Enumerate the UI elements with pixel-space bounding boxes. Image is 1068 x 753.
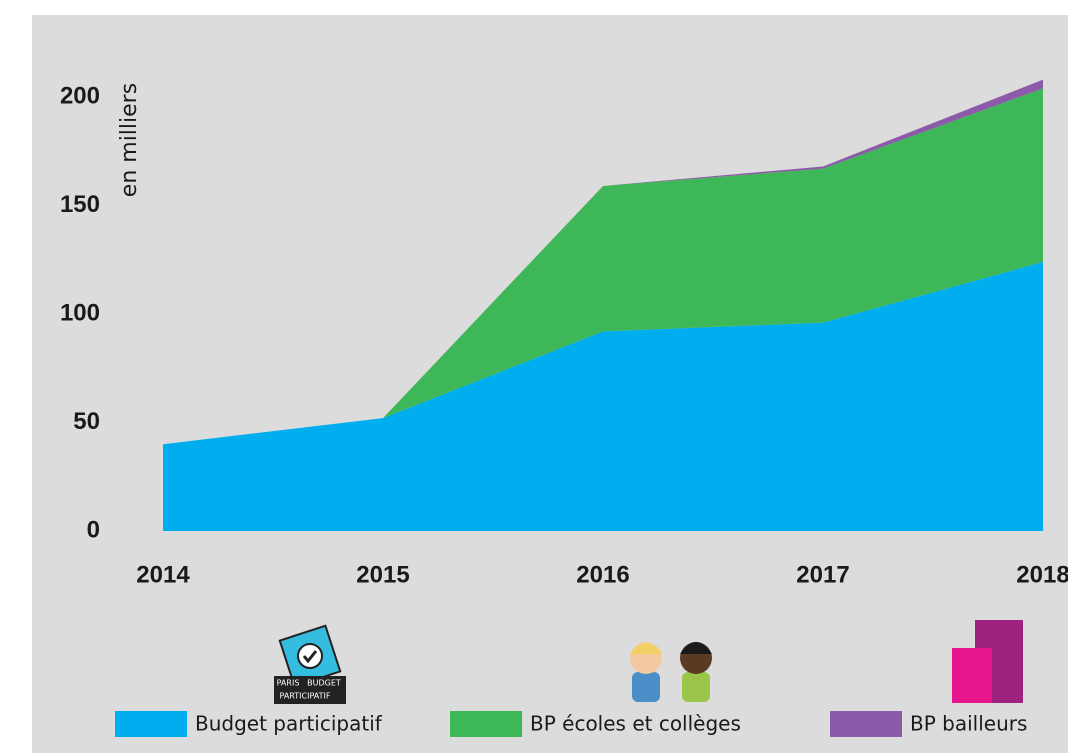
legend-swatch (115, 711, 187, 737)
legend: Budget participatif BP écoles et collèges… (115, 711, 1027, 737)
legend-label: BP bailleurs (910, 712, 1027, 736)
page: {"chart_data": {"type": "stacked-area", … (0, 0, 1068, 753)
icon-text: BUDGET (307, 679, 341, 688)
y-tick-label: 200 (60, 82, 100, 109)
x-tick-label: 2015 (356, 561, 409, 588)
y-tick-label: 0 (87, 516, 100, 543)
legend-swatch (830, 711, 902, 737)
y-tick-label: 150 (60, 191, 100, 218)
legend-label: Budget participatif (195, 712, 383, 736)
x-tick-label: 2016 (576, 561, 629, 588)
x-tick-label: 2018 (1016, 561, 1068, 588)
legend-label: BP écoles et collèges (530, 712, 741, 736)
x-tick-label: 2017 (796, 561, 849, 588)
chart: en milliers PARIS BUDGET PARTICIPATIF Bu… (0, 0, 1068, 753)
icon-text: PARIS (277, 679, 300, 688)
y-tick-label: 100 (60, 299, 100, 326)
legend-swatch (450, 711, 522, 737)
icon-text: PARTICIPATIF (280, 692, 331, 701)
y-tick-label: 50 (73, 408, 100, 435)
x-tick-label: 2014 (136, 561, 190, 588)
y-axis-label: en milliers (117, 83, 142, 197)
